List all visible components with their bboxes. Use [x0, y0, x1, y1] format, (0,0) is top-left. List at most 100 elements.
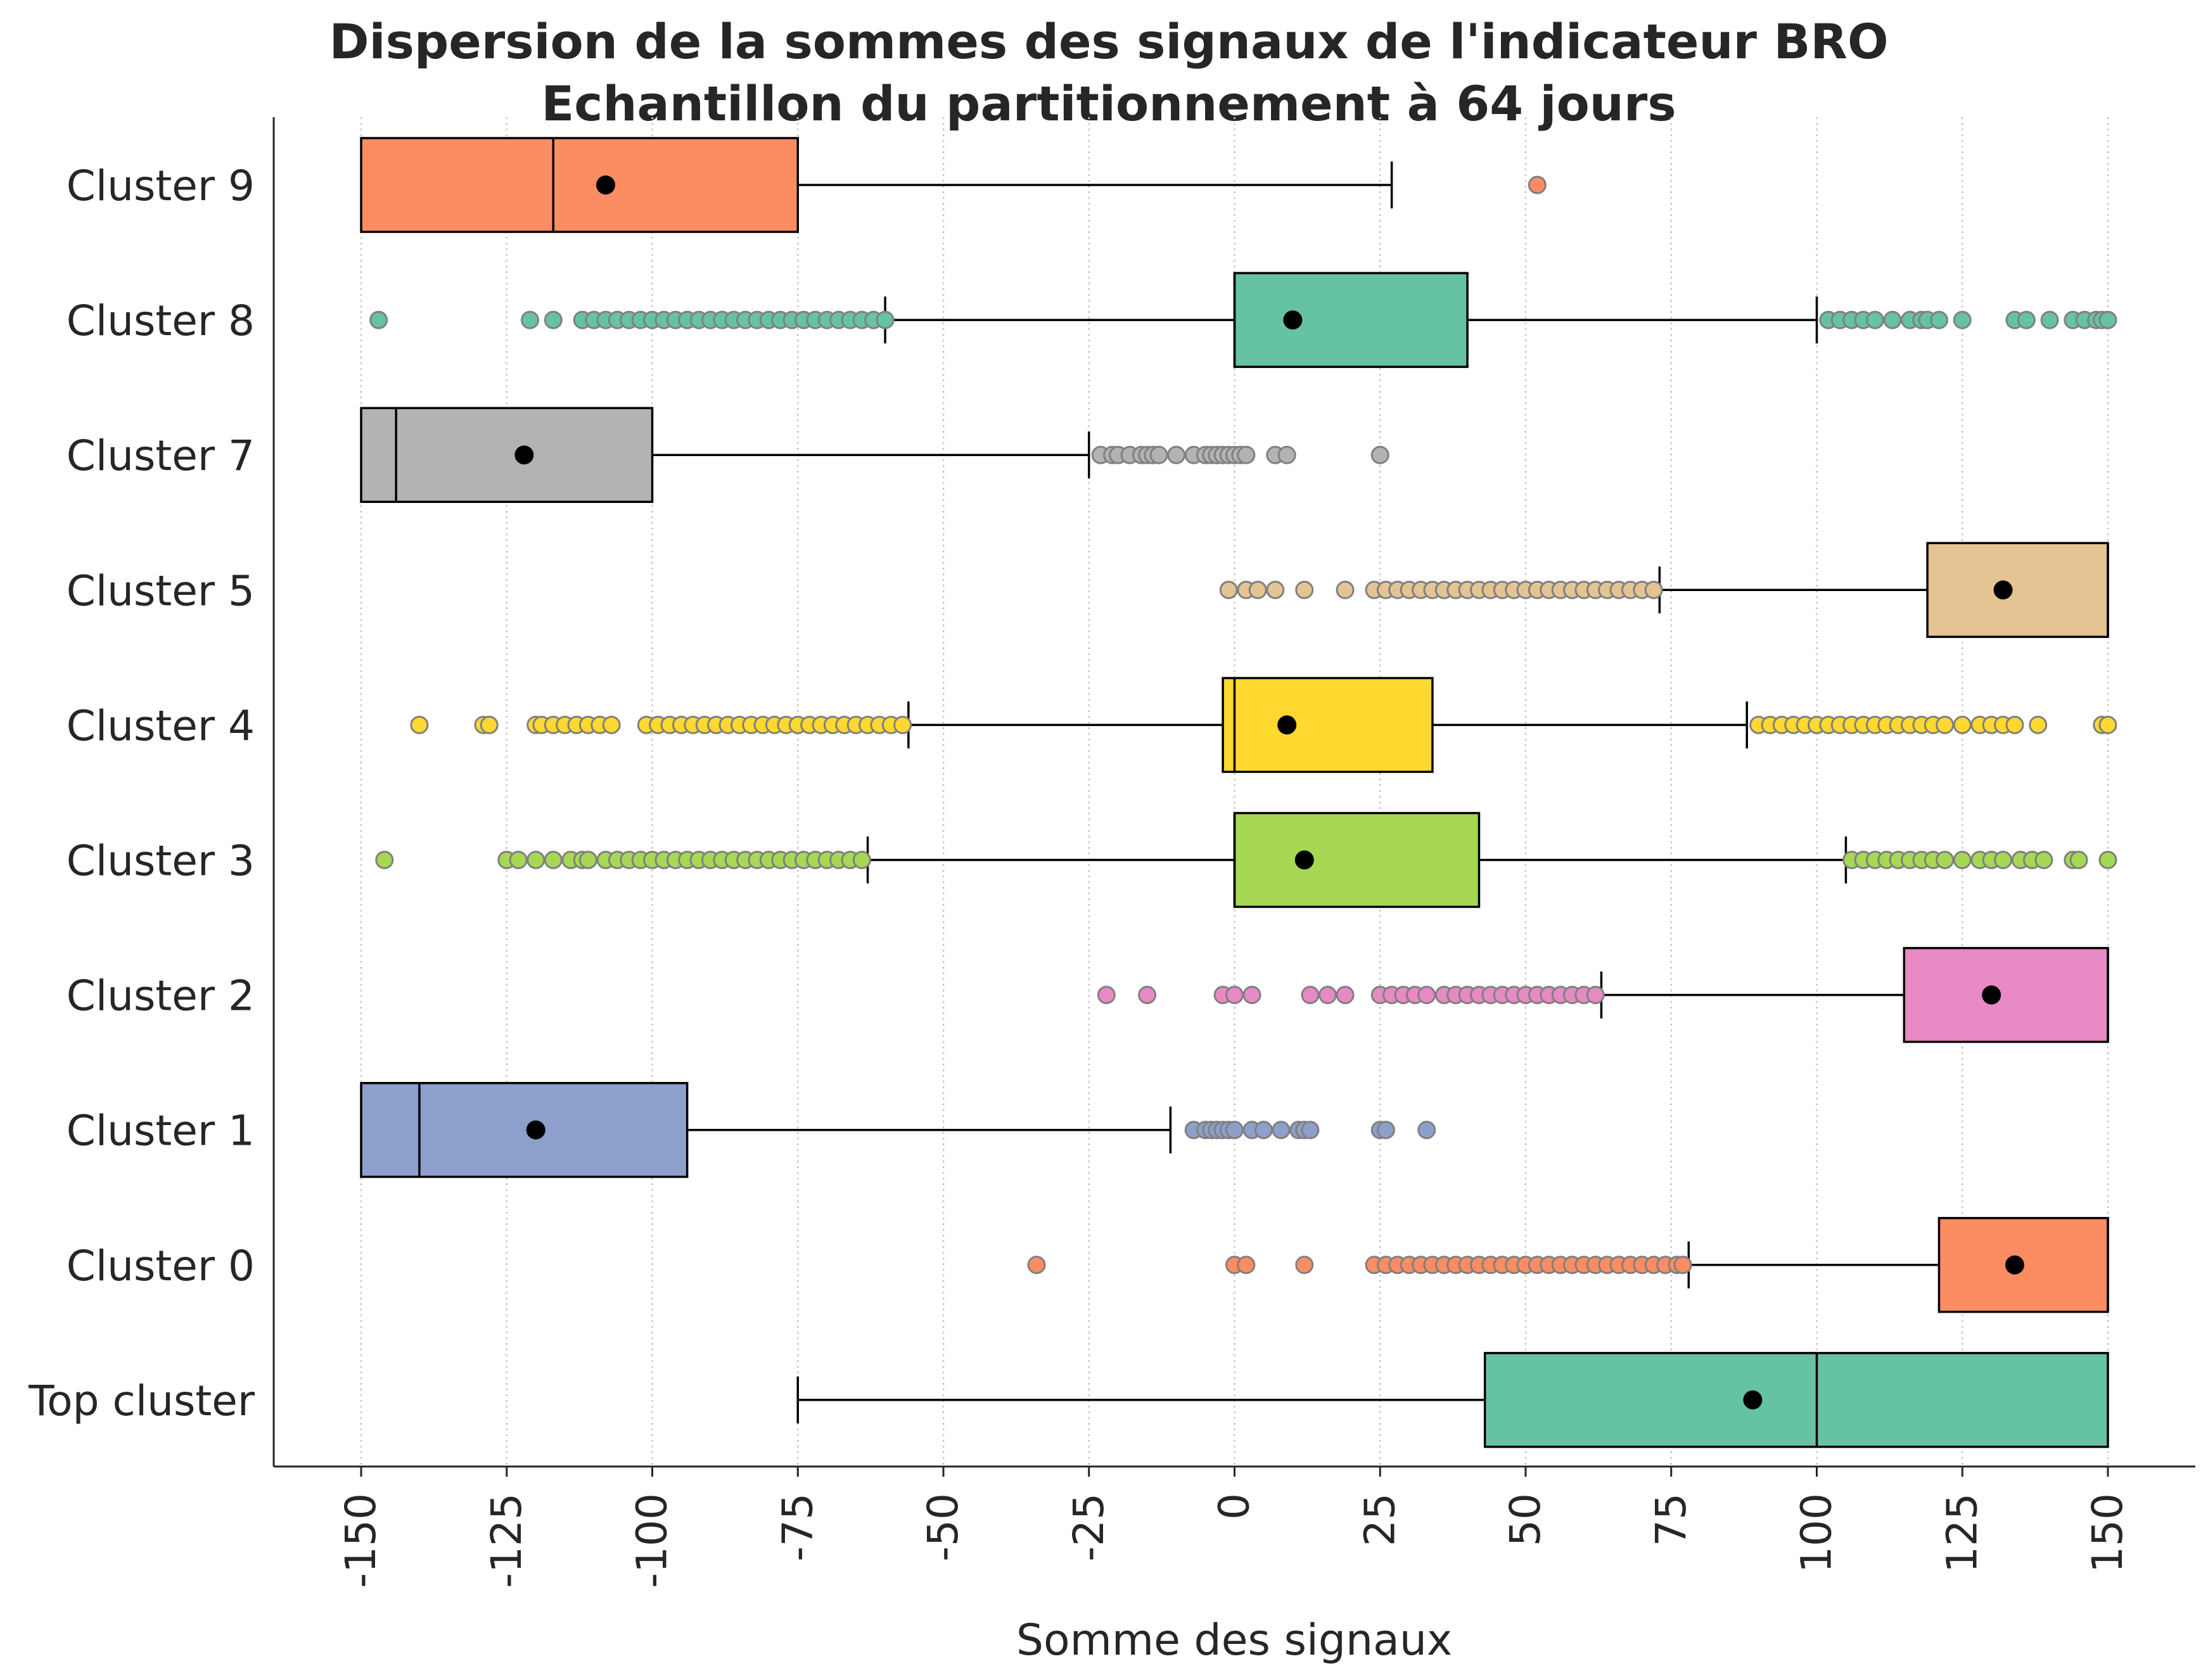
outlier-point	[1936, 851, 1955, 869]
outlier-point	[1528, 175, 1547, 194]
x-tick-label: 50	[1501, 1493, 1550, 1546]
outlier-point	[1936, 715, 1955, 734]
y-tick-label: Cluster 9	[67, 162, 255, 210]
outlier-point	[2069, 851, 2088, 869]
mean-marker	[2005, 1255, 2024, 1275]
x-axis-label: Somme des signaux	[1016, 1615, 1452, 1665]
outlier-point	[375, 851, 394, 869]
outlier-point	[1586, 986, 1605, 1005]
y-tick-label: Cluster 7	[67, 431, 255, 480]
outlier-point	[893, 715, 912, 734]
outlier-point	[602, 715, 621, 734]
chart-subtitle: Echantillon du partitionnement à 64 jour…	[541, 75, 1676, 132]
outlier-point	[1027, 1256, 1046, 1275]
outlier-point	[1237, 1256, 1256, 1275]
mean-marker	[526, 1120, 546, 1140]
box-layer	[360, 137, 2117, 1448]
outlier-point	[1138, 986, 1157, 1005]
mean-marker	[514, 445, 534, 465]
outlier-point	[1417, 1121, 1436, 1140]
outlier-point	[1953, 715, 1972, 734]
outlier-point	[852, 851, 871, 869]
y-tick-layer: Cluster 9 Cluster 8 Cluster 7 Cluster 5 Clus…	[28, 162, 255, 1425]
outlier-point	[480, 715, 499, 734]
outlier-point	[1266, 580, 1285, 599]
mean-marker	[1982, 985, 2001, 1005]
mean-marker	[596, 175, 615, 194]
x-tick-label: -100	[628, 1493, 677, 1588]
outlier-point	[1149, 445, 1168, 464]
box-body	[360, 1081, 689, 1178]
box-body	[360, 137, 799, 233]
box-body	[1926, 542, 2109, 639]
y-tick-label: Cluster 8	[67, 296, 255, 345]
y-tick-label: Cluster 5	[67, 566, 255, 615]
outlier-point	[1865, 310, 1884, 329]
y-tick-label: Cluster 2	[67, 972, 255, 1021]
outlier-point	[1417, 986, 1436, 1005]
box-body	[1483, 1352, 2109, 1448]
box-body	[1233, 272, 1469, 368]
box-group	[375, 811, 2117, 908]
box-group	[360, 137, 1547, 233]
outlier-point	[1225, 986, 1244, 1005]
outlier-point	[2005, 715, 2024, 734]
outlier-point	[544, 310, 563, 329]
outlier-point	[1277, 445, 1296, 464]
outlier-point	[2098, 715, 2117, 734]
mean-marker	[1743, 1390, 1763, 1410]
box-body	[1903, 946, 2109, 1043]
mean-marker	[1277, 715, 1297, 735]
x-tick-label: 25	[1355, 1493, 1404, 1546]
outlier-point	[2040, 310, 2059, 329]
outlier-point	[1883, 310, 1902, 329]
x-tick-label: -75	[773, 1493, 822, 1562]
box-group	[1027, 1217, 2109, 1313]
outlier-point	[2034, 851, 2053, 869]
outlier-point	[876, 310, 895, 329]
outlier-point	[526, 851, 546, 869]
outlier-point	[1336, 986, 1355, 1005]
outlier-point	[1219, 580, 1238, 599]
outlier-point	[1167, 445, 1186, 464]
outlier-point	[1225, 1121, 1244, 1140]
y-tick-label: Cluster 0	[67, 1242, 255, 1290]
outlier-point	[521, 310, 540, 329]
y-tick-label: Top cluster	[28, 1377, 255, 1425]
outlier-point	[1994, 851, 2013, 869]
outlier-point	[1953, 851, 1972, 869]
outlier-point	[578, 851, 597, 869]
outlier-point	[1301, 1121, 1320, 1140]
outlier-point	[1318, 986, 1337, 1005]
outlier-point	[1295, 580, 1314, 599]
outlier-point	[1242, 986, 1261, 1005]
outlier-point	[1301, 986, 1320, 1005]
outlier-point	[1248, 580, 1267, 599]
y-tick-label: Cluster 1	[67, 1107, 255, 1155]
x-tick-label: 75	[1647, 1493, 1695, 1546]
box-body	[1222, 677, 1434, 773]
outlier-point	[1376, 1121, 1395, 1140]
outlier-point	[1673, 1256, 1692, 1275]
box-group	[796, 1352, 2109, 1448]
y-tick-label: Cluster 4	[67, 701, 255, 750]
box-group	[360, 1081, 1436, 1178]
y-tick-label: Cluster 3	[67, 837, 255, 886]
outlier-point	[509, 851, 528, 869]
outlier-point	[1097, 986, 1116, 1005]
mean-marker	[1993, 580, 2013, 600]
x-tick-label: -125	[482, 1493, 531, 1588]
x-tick-label: -25	[1064, 1493, 1113, 1562]
mean-marker	[1294, 850, 1314, 870]
outlier-point	[1272, 1121, 1291, 1140]
outlier-point	[369, 310, 388, 329]
outlier-point	[1254, 1121, 1273, 1140]
outlier-point	[1370, 445, 1389, 464]
outlier-point	[410, 715, 429, 734]
outlier-point	[1336, 580, 1355, 599]
outlier-point	[1295, 1256, 1314, 1275]
x-tick-label: 100	[1792, 1493, 1841, 1573]
outlier-point	[2098, 310, 2117, 329]
